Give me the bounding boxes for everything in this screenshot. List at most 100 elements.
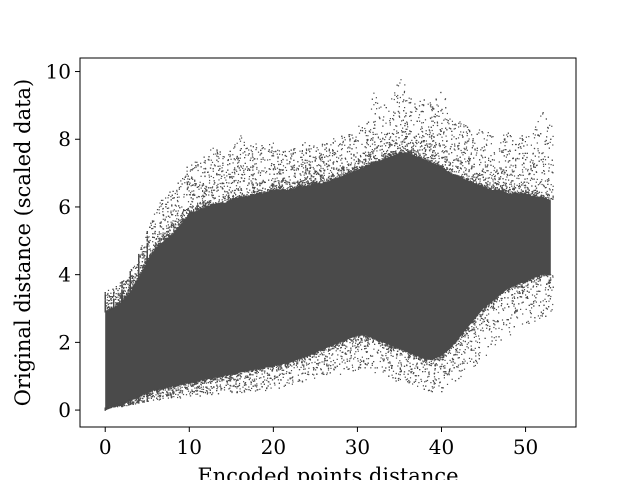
scatter-point: [467, 347, 469, 349]
scatter-point: [232, 162, 234, 164]
scatter-point: [156, 209, 159, 211]
scatter-point: [153, 249, 155, 251]
scatter-point: [331, 178, 333, 180]
scatter-point: [359, 160, 361, 162]
scatter-point: [490, 305, 493, 307]
scatter-point: [234, 378, 236, 380]
scatter-point: [391, 139, 393, 141]
scatter-point: [452, 346, 454, 349]
scatter-point: [540, 315, 542, 317]
scatter-point: [252, 183, 254, 185]
scatter-point: [115, 296, 117, 299]
scatter-point: [291, 185, 293, 187]
scatter-point: [486, 165, 488, 167]
scatter-point: [475, 176, 477, 178]
scatter-point: [311, 183, 313, 185]
scatter-point: [405, 128, 407, 130]
scatter-point: [535, 282, 537, 284]
scatter-point: [238, 189, 240, 191]
scatter-point: [465, 131, 468, 133]
scatter-point: [339, 373, 342, 375]
scatter-point: [268, 189, 270, 191]
scatter-point: [190, 210, 192, 212]
scatter-point: [145, 258, 147, 260]
scatter-point: [362, 162, 364, 164]
scatter-point: [469, 180, 471, 182]
scatter-point: [247, 375, 249, 377]
scatter-point: [256, 386, 258, 388]
scatter-point: [551, 191, 553, 193]
scatter-point: [316, 353, 318, 355]
scatter-point: [411, 139, 413, 141]
scatter-point: [237, 195, 239, 198]
scatter-point: [391, 153, 393, 155]
scatter-point: [225, 179, 227, 181]
scatter-point: [254, 163, 256, 165]
scatter-point: [326, 372, 328, 374]
scatter-point: [146, 242, 148, 244]
scatter-point: [489, 173, 491, 176]
scatter-point: [113, 302, 115, 304]
scatter-point: [191, 176, 193, 178]
scatter-point: [398, 362, 400, 364]
scatter-point: [493, 309, 495, 311]
scatter-point: [507, 150, 509, 153]
scatter-point: [261, 148, 263, 150]
scatter-point: [278, 150, 280, 152]
scatter-point: [501, 292, 503, 294]
scatter-point: [548, 281, 550, 283]
scatter-point: [213, 189, 216, 191]
scatter-point: [218, 203, 220, 205]
scatter-point: [233, 378, 235, 380]
scatter-point: [355, 160, 358, 162]
scatter-point: [167, 392, 169, 394]
scatter-point: [370, 108, 373, 110]
scatter-point: [233, 197, 235, 199]
scatter-point: [451, 346, 453, 348]
scatter-point: [397, 365, 399, 367]
scatter-point: [385, 355, 387, 357]
scatter-point: [443, 377, 445, 379]
scatter-point: [221, 388, 223, 390]
scatter-point: [427, 390, 430, 392]
scatter-point: [226, 199, 228, 201]
scatter-point: [370, 158, 372, 160]
scatter-point: [467, 342, 470, 344]
scatter-point: [502, 149, 505, 151]
scatter-point: [195, 184, 197, 186]
scatter-point: [488, 177, 490, 179]
scatter-point: [347, 164, 349, 166]
scatter-point: [437, 105, 439, 107]
scatter-point: [215, 153, 217, 155]
scatter-point: [146, 240, 148, 242]
scatter-point: [200, 391, 202, 393]
scatter-point: [119, 300, 121, 302]
scatter-point: [241, 391, 243, 394]
scatter-point: [213, 197, 215, 199]
scatter-point: [374, 144, 376, 146]
scatter-point: [499, 150, 501, 152]
scatter-point: [128, 284, 130, 286]
scatter-point: [521, 323, 524, 325]
scatter-point: [256, 373, 258, 375]
scatter-point: [367, 144, 369, 146]
scatter-point: [288, 365, 290, 367]
scatter-point: [206, 202, 208, 204]
scatter-point: [301, 360, 303, 362]
scatter-point: [426, 379, 429, 382]
scatter-point: [293, 165, 295, 167]
scatter-point: [444, 98, 446, 101]
scatter-point: [282, 165, 285, 167]
scatter-point: [332, 174, 334, 176]
scatter-point: [166, 232, 168, 234]
scatter-point: [141, 257, 143, 259]
scatter-point: [545, 301, 547, 303]
scatter-point: [260, 161, 262, 163]
scatter-point: [546, 194, 549, 197]
scatter-point: [216, 150, 218, 152]
scatter-point: [439, 145, 441, 148]
scatter-point: [454, 149, 456, 151]
scatter-point: [433, 382, 435, 384]
scatter-point: [207, 204, 209, 206]
scatter-point: [222, 194, 224, 196]
